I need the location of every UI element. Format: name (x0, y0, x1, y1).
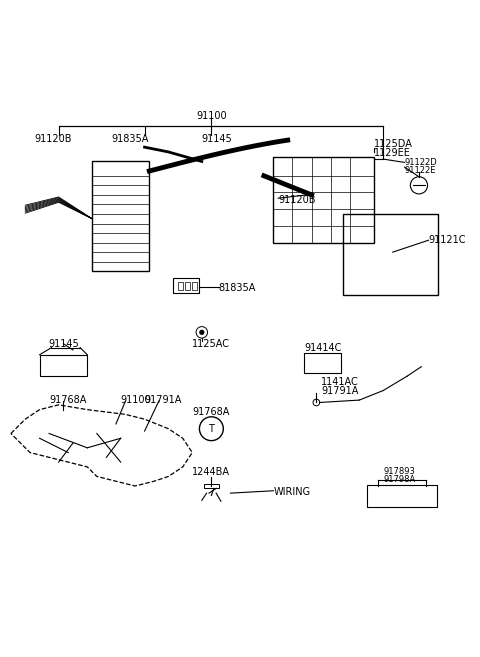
Text: 91145: 91145 (202, 134, 233, 144)
Text: 917893: 917893 (383, 467, 415, 476)
Text: 1129EE: 1129EE (373, 148, 410, 158)
Text: T: T (208, 424, 214, 434)
Text: 91120B: 91120B (35, 134, 72, 144)
Text: 91791A: 91791A (321, 386, 359, 396)
Text: 1244BA: 1244BA (192, 466, 230, 477)
Text: 91768A: 91768A (192, 407, 230, 417)
Text: 91768A: 91768A (49, 395, 86, 405)
Text: 91100: 91100 (196, 111, 227, 121)
Text: 91121C: 91121C (429, 235, 466, 245)
Text: 91798A: 91798A (383, 475, 415, 484)
Text: 91145: 91145 (48, 339, 79, 349)
Text: 1125AC: 1125AC (192, 339, 230, 349)
Text: 91120B: 91120B (278, 194, 316, 204)
Text: 91100: 91100 (120, 395, 151, 405)
Text: 1125DA: 1125DA (373, 139, 412, 149)
Text: 1141AC: 1141AC (321, 377, 359, 387)
Text: 91122E: 91122E (405, 166, 436, 175)
Text: 91122D: 91122D (405, 158, 437, 167)
Text: WIRING: WIRING (274, 487, 311, 497)
Text: 91414C: 91414C (305, 342, 342, 353)
Text: 81835A: 81835A (218, 283, 256, 293)
Text: 91791A: 91791A (144, 395, 182, 405)
Circle shape (200, 330, 204, 334)
Text: 91835A: 91835A (111, 134, 148, 144)
